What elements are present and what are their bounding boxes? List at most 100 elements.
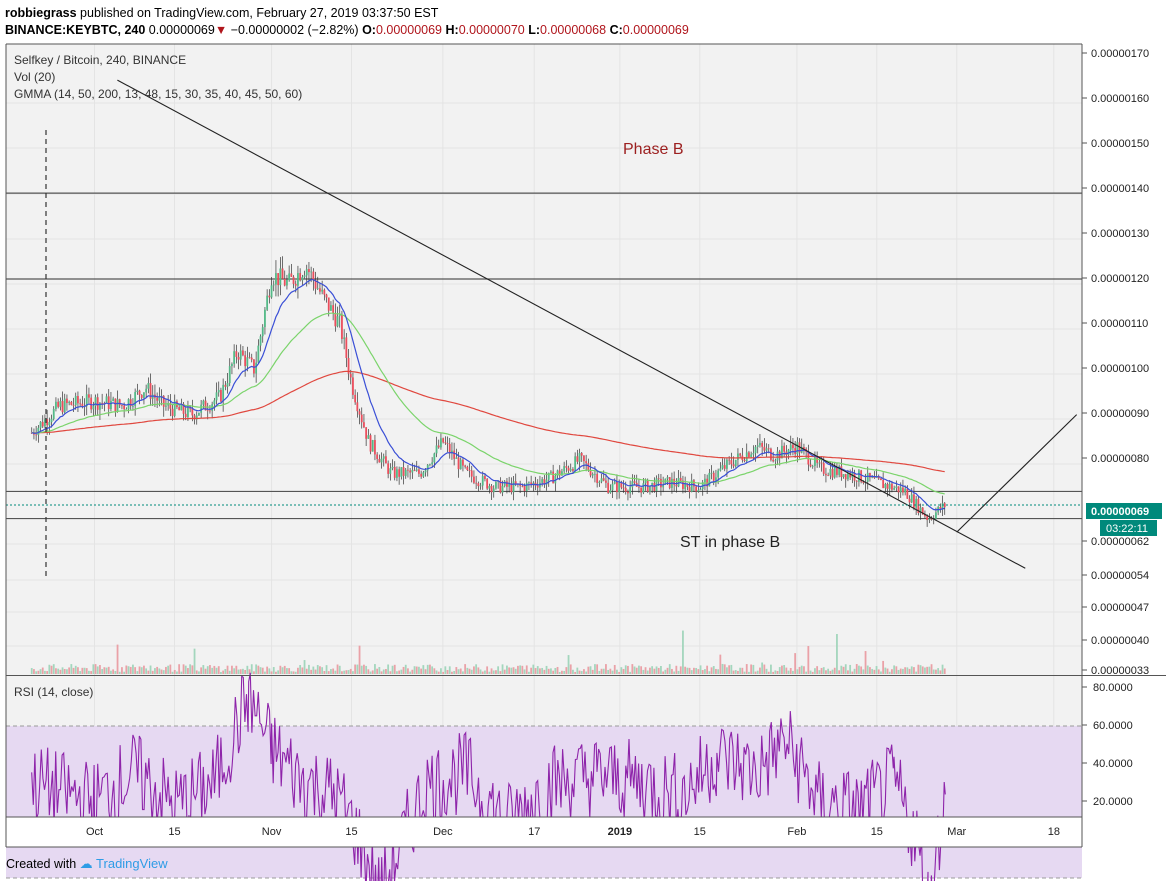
candle-body [640, 487, 643, 493]
volume-bar [506, 665, 508, 674]
trendlines[interactable] [117, 79, 1078, 569]
volume-bar [52, 664, 55, 674]
candle-body [420, 473, 423, 477]
candle-body [455, 457, 458, 459]
volume-bar [886, 668, 889, 674]
legend-gmma[interactable]: GMMA (14, 50, 200, 13, 48, 15, 30, 35, 4… [14, 87, 302, 101]
volume-bar [798, 666, 801, 674]
candle-body [884, 484, 887, 489]
volume-bar [360, 665, 363, 674]
candle-body [345, 337, 348, 358]
candle-body [145, 388, 148, 393]
volume-bar [451, 671, 453, 674]
candle-body [917, 498, 920, 514]
candle-body [613, 481, 616, 484]
author-name[interactable]: robbiegrass [5, 6, 77, 20]
candle-body [697, 490, 700, 492]
volume-bar [926, 666, 929, 674]
candle-body [426, 464, 429, 471]
volume-bar [875, 666, 878, 674]
volume-bar [558, 671, 561, 674]
volume-bar [39, 669, 42, 674]
candle-body [94, 397, 97, 406]
candle-body [228, 366, 231, 384]
legend-rsi[interactable]: RSI (14, close) [14, 685, 93, 699]
candle-body [893, 488, 896, 490]
volume-bar [866, 665, 869, 674]
volume-bar [409, 671, 412, 674]
candle-body [143, 392, 145, 398]
legend-volume[interactable]: Vol (20) [14, 70, 55, 84]
candle-body [356, 402, 359, 412]
volume-bar [609, 668, 612, 674]
candle-body [125, 409, 128, 410]
legend-pair[interactable]: Selfkey / Bitcoin, 240, BINANCE [14, 53, 186, 67]
candle-body [616, 481, 618, 493]
volume-bar [563, 670, 566, 674]
volume-bar [283, 665, 286, 674]
candle-body [180, 403, 183, 411]
volume-bar [910, 666, 913, 674]
candle-body [371, 440, 374, 452]
candle-body [591, 474, 594, 476]
volume-bar [800, 665, 803, 674]
volume-bar [222, 670, 225, 674]
candle-body [739, 453, 742, 456]
tradingview-logo[interactable]: ☁ TradingView [79, 856, 168, 871]
candle-body [268, 295, 271, 298]
candle-body [583, 455, 585, 462]
volume-bar [622, 668, 625, 674]
volume-bar [598, 670, 601, 674]
candle-body [347, 357, 350, 374]
candle-body [624, 487, 627, 492]
price-pane-background[interactable] [6, 44, 1082, 675]
candle-body [242, 350, 244, 356]
candle-body [939, 506, 942, 510]
volume-bar [477, 667, 480, 674]
volume-bar [116, 644, 119, 674]
candle-body [688, 486, 691, 492]
volume-bar [118, 671, 121, 674]
volume-bar [446, 670, 449, 674]
volume-bar [288, 668, 291, 674]
volume-bar [719, 654, 722, 674]
volume-bar [244, 669, 247, 674]
annotation-st-phase-b[interactable]: ST in phase B [680, 534, 780, 551]
annotation-phase-b[interactable]: Phase B [623, 141, 683, 158]
candle-body [448, 443, 451, 454]
volume-bar [74, 665, 77, 674]
volume-bar [213, 665, 216, 674]
volume-bar [312, 666, 315, 674]
volume-bar [341, 671, 343, 674]
candle-body [869, 472, 871, 478]
candle-body [222, 384, 225, 402]
volume-bar [748, 671, 750, 674]
rsi-tick-label: 40.0000 [1093, 758, 1133, 770]
time-tick-label: Oct [86, 826, 103, 838]
candle-body [270, 285, 273, 298]
volume-bar [829, 670, 832, 674]
time-axis-ticks: Oct 15 Nov 15 Dec 17 2019 15 Feb 15 Mar 18 [86, 826, 1060, 838]
candle-body [622, 487, 625, 489]
close-value: 0.00000069 [622, 23, 689, 37]
volume-bar [393, 664, 396, 674]
volume-bar [858, 665, 860, 674]
candle-body [915, 498, 918, 508]
volume-bar [279, 665, 282, 674]
volume-bar [497, 666, 500, 674]
candle-body [259, 336, 262, 346]
candle-body [178, 407, 181, 411]
candle-body [327, 297, 330, 311]
candle-body [578, 453, 581, 462]
candle-body [609, 490, 612, 493]
candle-body [81, 403, 84, 408]
time-axis-panel[interactable] [6, 817, 1082, 847]
volume-bar [862, 669, 865, 674]
candle-body [400, 467, 403, 477]
volume-bar [657, 667, 660, 674]
candle-body [761, 442, 764, 447]
volume-bar [147, 670, 150, 674]
price-axis-panel[interactable] [1082, 44, 1166, 817]
candle-body [114, 398, 117, 412]
